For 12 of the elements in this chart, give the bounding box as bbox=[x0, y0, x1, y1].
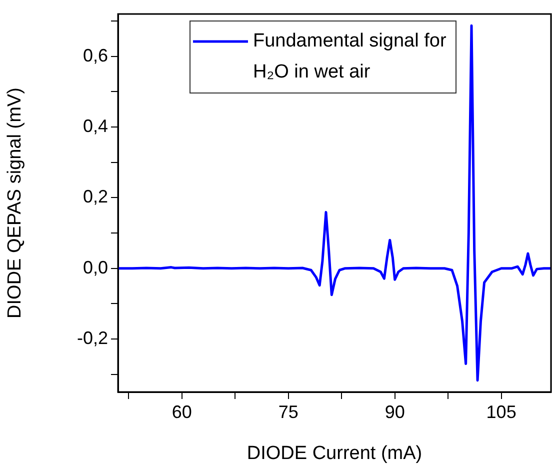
legend-label: Fundamental signal for H₂O in wet air bbox=[253, 30, 447, 83]
x-axis-title: DIODE Current (mA) bbox=[246, 442, 422, 464]
y-axis-title: DIODE QEPAS signal (mV) bbox=[4, 88, 26, 318]
y-tick-label: 0,4 bbox=[82, 116, 108, 136]
y-tick-label: 0,0 bbox=[82, 257, 108, 278]
x-tick-label: 105 bbox=[486, 402, 516, 422]
y-tick-label: 0,2 bbox=[82, 186, 108, 207]
x-tick-label: 90 bbox=[384, 402, 405, 422]
x-tick-label: 60 bbox=[172, 402, 192, 422]
x-tick-label: 75 bbox=[278, 402, 298, 422]
y-tick-label: -0,2 bbox=[76, 328, 108, 348]
y-tick-label: 0,6 bbox=[82, 45, 108, 66]
